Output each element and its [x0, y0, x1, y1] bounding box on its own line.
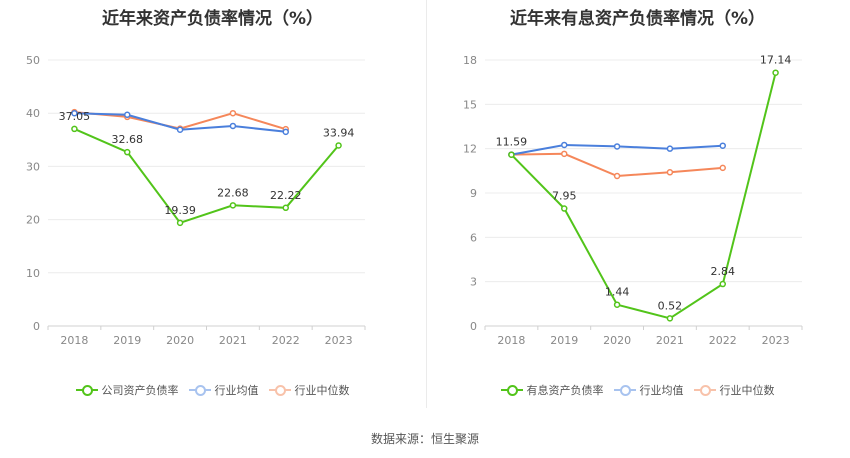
data-point	[613, 143, 621, 150]
y-tick-label: 10	[26, 267, 40, 280]
data-point	[124, 111, 131, 119]
y-tick-label: 9	[470, 187, 477, 200]
legend-line-circle-icon	[268, 384, 291, 396]
data-point	[176, 126, 184, 133]
series-line	[510, 72, 777, 320]
x-tick-label: 2019	[113, 334, 141, 347]
data-label: 7.95	[552, 190, 577, 203]
data-point	[666, 315, 674, 322]
y-tick-label: 6	[470, 231, 477, 244]
data-point	[666, 169, 674, 176]
data-point	[561, 205, 568, 212]
data-label: 33.94	[323, 126, 355, 139]
data-point	[613, 172, 621, 180]
legend-item[interactable]: 行业中位数	[693, 382, 775, 398]
data-point	[666, 145, 674, 152]
data-point	[508, 151, 515, 158]
y-tick-label: 18	[463, 54, 477, 67]
legend-line-circle-icon	[500, 384, 523, 396]
panel-divider	[426, 0, 427, 408]
data-point	[124, 148, 131, 156]
data-point	[229, 109, 237, 117]
data-label: 0.52	[658, 299, 683, 312]
x-tick-label: 2020	[166, 334, 194, 347]
data-point	[229, 122, 237, 130]
data-label: 2.84	[711, 265, 736, 278]
y-tick-label: 30	[26, 160, 40, 173]
x-tick-label: 2022	[272, 334, 300, 347]
data-point	[719, 142, 726, 149]
data-point	[71, 109, 78, 117]
x-tick-label: 2018	[60, 334, 88, 347]
legend: 有息资产负债率 行业均值 行业中位数	[425, 382, 850, 398]
x-tick-label: 2019	[550, 334, 578, 347]
y-tick-label: 40	[26, 107, 40, 120]
legend-label: 行业中位数	[719, 384, 775, 397]
data-label: 11.59	[496, 136, 528, 149]
x-tick-label: 2021	[219, 334, 247, 347]
legend-item[interactable]: 行业均值	[613, 382, 684, 398]
data-label: 1.44	[605, 286, 630, 299]
legend-line-circle-icon	[188, 384, 211, 396]
data-point	[719, 280, 726, 288]
data-label: 22.22	[270, 189, 302, 202]
data-point	[335, 142, 342, 149]
data-label: 22.68	[217, 186, 249, 199]
x-tick-label: 2021	[656, 334, 684, 347]
y-tick-label: 50	[26, 54, 40, 67]
data-point	[176, 219, 184, 227]
legend-label: 行业均值	[639, 384, 684, 397]
y-tick-label: 3	[470, 276, 477, 289]
chart-panel-left: 近年来资产负债率情况（%） 0 10 20 30 40 50 2018 2019 2020 202…	[0, 0, 425, 410]
x-tick-label: 2023	[762, 334, 790, 347]
data-point	[561, 150, 568, 158]
legend-item[interactable]: 行业中位数	[268, 382, 350, 398]
x-tick-label: 2020	[603, 334, 631, 347]
chart-svg: 0 10 20 30 40 50 2018 2019 2020 2021 2022 2023 37.05…	[26, 54, 366, 347]
y-tick-label: 20	[26, 214, 40, 227]
y-tick-label: 0	[33, 320, 40, 333]
data-point	[282, 204, 289, 212]
legend-label: 有息资产负债率	[526, 384, 604, 397]
legend-item[interactable]: 行业均值	[188, 382, 259, 398]
chart-panel-right: 近年来有息资产负债率情况（%） 0 3 6 9 12 15 18 2018 2019 2020 20…	[425, 0, 850, 410]
legend: 公司资产负债率 行业均值 行业中位数	[0, 382, 425, 398]
legend-label: 行业均值	[214, 384, 259, 397]
series-line	[73, 127, 340, 224]
y-tick-label: 15	[463, 98, 477, 111]
chart-svg: 0 3 6 9 12 15 18 2018 2019 2020 2021 2022 2023 11.59 7…	[463, 54, 803, 347]
data-point	[613, 301, 621, 308]
chart-title: 近年来资产负债率情况（%）	[101, 9, 324, 29]
series-line	[511, 152, 723, 178]
chart-title: 近年来有息资产负债率情况（%）	[509, 9, 766, 29]
legend-line-circle-icon	[75, 384, 98, 396]
data-point	[282, 128, 289, 136]
y-tick-label: 12	[463, 143, 477, 156]
y-tick-label: 0	[470, 320, 477, 333]
data-point	[561, 141, 568, 149]
data-point	[719, 164, 726, 172]
x-tick-label: 2018	[497, 334, 525, 347]
data-label: 17.14	[760, 54, 792, 67]
legend-line-circle-icon	[613, 384, 636, 396]
legend-label: 公司资产负债率	[101, 384, 179, 397]
data-point	[229, 202, 237, 209]
x-tick-label: 2022	[709, 334, 737, 347]
data-point	[772, 69, 779, 76]
legend-item[interactable]: 有息资产负债率	[500, 382, 604, 398]
data-label: 19.39	[164, 204, 196, 217]
x-tick-label: 2023	[325, 334, 353, 347]
data-source-note: 数据来源：恒生聚源	[370, 432, 479, 446]
legend-line-circle-icon	[693, 384, 716, 396]
data-label: 32.68	[112, 133, 144, 146]
data-label: 37.05	[59, 110, 91, 123]
legend-item[interactable]: 公司资产负债率	[75, 382, 179, 398]
legend-label: 行业中位数	[294, 384, 350, 397]
data-point	[71, 125, 78, 133]
